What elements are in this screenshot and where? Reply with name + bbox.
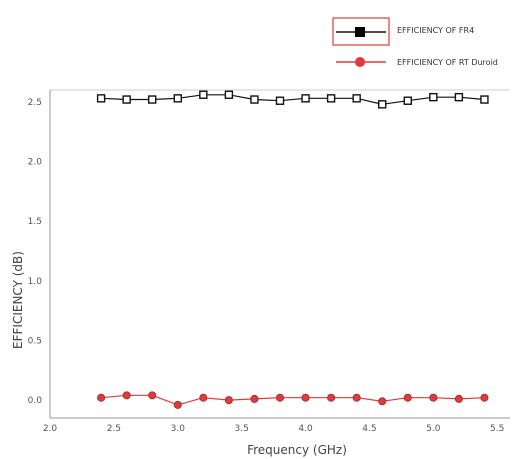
data-point-fr4 xyxy=(96,94,106,103)
data-point-rt-duroid xyxy=(403,393,412,402)
data-point-fr4 xyxy=(275,96,285,105)
legend: EFFICIENCY OF FR4 EFFICIENCY OF RT Duroi… xyxy=(332,17,498,67)
x-tick-label: 3.0 xyxy=(171,424,186,434)
legend-highlight-box xyxy=(332,17,390,46)
data-point-rt-duroid xyxy=(148,391,157,400)
axes xyxy=(49,89,510,419)
x-axis-title: Frequency (GHz) xyxy=(247,443,347,457)
data-point-fr4 xyxy=(429,92,438,102)
data-point-fr4 xyxy=(480,95,489,104)
series-line-rt-duroid xyxy=(101,394,485,406)
series-layer xyxy=(96,90,489,409)
y-tick-label: 2.0 xyxy=(28,158,43,168)
x-tick-label: 3.5 xyxy=(235,424,249,434)
legend-label-fr4: EFFICIENCY OF FR4 xyxy=(397,26,474,35)
data-point-fr4 xyxy=(326,94,336,103)
x-tick-label: 4.5 xyxy=(362,424,376,434)
data-point-rt-duroid xyxy=(301,393,310,402)
data-point-rt-duroid xyxy=(250,394,259,403)
data-point-fr4 xyxy=(352,94,361,103)
data-point-fr4 xyxy=(224,90,234,99)
data-point-fr4 xyxy=(301,94,310,103)
data-point-rt-duroid xyxy=(173,400,182,409)
y-tick-label: 0.0 xyxy=(28,396,43,406)
legend-marker-duroid xyxy=(355,57,365,67)
data-point-rt-duroid xyxy=(199,393,208,402)
data-point-fr4 xyxy=(403,96,412,105)
x-tick-label: 5.0 xyxy=(426,424,441,434)
y-tick-label: 1.0 xyxy=(28,277,43,287)
x-tick-label: 4.0 xyxy=(298,424,313,434)
y-axis-title: EFFICIENCY (dB) xyxy=(11,251,25,349)
x-tick-label: 2.5 xyxy=(107,424,121,434)
data-point-rt-duroid xyxy=(378,397,387,406)
legend-label-duroid: EFFICIENCY OF RT Duroid xyxy=(397,58,498,67)
x-tick-label: 5.5 xyxy=(490,424,504,434)
x-tick-label: 2.0 xyxy=(43,424,58,434)
data-point-rt-duroid xyxy=(275,393,284,402)
y-tick-label: 0.5 xyxy=(28,336,42,346)
data-point-fr4 xyxy=(199,90,208,99)
data-point-rt-duroid xyxy=(97,393,106,402)
data-point-rt-duroid xyxy=(122,391,131,400)
data-point-fr4 xyxy=(250,95,259,104)
data-point-rt-duroid xyxy=(327,393,336,402)
data-point-rt-duroid xyxy=(480,393,489,402)
y-tick-label: 1.5 xyxy=(28,217,42,227)
data-point-rt-duroid xyxy=(454,394,463,403)
data-point-fr4 xyxy=(148,95,157,104)
data-point-rt-duroid xyxy=(224,396,233,405)
y-tick-label: 2.5 xyxy=(28,98,42,108)
legend-marker-fr4 xyxy=(355,27,365,37)
data-point-rt-duroid xyxy=(429,393,438,402)
data-point-fr4 xyxy=(454,92,464,102)
data-point-fr4 xyxy=(378,100,387,109)
data-point-rt-duroid xyxy=(352,393,361,402)
data-point-fr4 xyxy=(173,94,182,103)
series-line-fr4 xyxy=(101,94,485,105)
data-point-fr4 xyxy=(122,95,131,104)
tick-labels: 0.0 0.5 1.0 1.5 2.0 2.5 2.0 2.5 3.0 3.5 4.0 4.5 5.0 5… xyxy=(28,98,505,434)
